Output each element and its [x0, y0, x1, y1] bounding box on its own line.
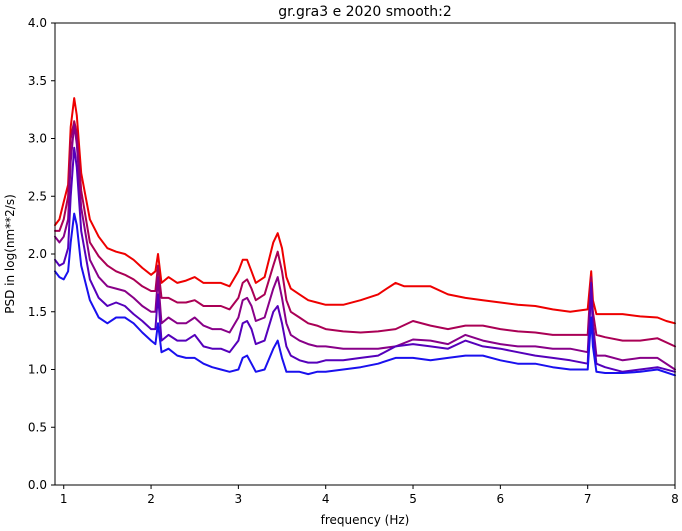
y-tick-label: 1.0 — [28, 363, 47, 377]
y-axis: 0.0 0.5 1.0 1.5 2.0 2.5 3.0 3.5 4.0 — [28, 16, 55, 492]
x-axis: 1 2 3 4 5 6 7 8 — [60, 485, 679, 506]
y-tick-label: 2.0 — [28, 247, 47, 261]
series-line-2 — [54, 120, 676, 348]
x-tick-label: 7 — [584, 492, 592, 506]
x-axis-label: frequency (Hz) — [321, 513, 410, 527]
y-tick-label: 3.0 — [28, 132, 47, 146]
y-tick-label: 4.0 — [28, 16, 47, 30]
y-tick-label: 3.5 — [28, 74, 47, 88]
x-tick-label: 8 — [671, 492, 679, 506]
plot-frame — [54, 22, 676, 486]
x-tick-label: 4 — [322, 492, 330, 506]
x-tick-label: 6 — [497, 492, 505, 506]
x-tick-label: 2 — [147, 492, 155, 506]
x-tick-label: 3 — [235, 492, 243, 506]
chart-title: gr.gra3 e 2020 smooth:2 — [278, 4, 452, 20]
x-tick-label: 5 — [409, 492, 417, 506]
series-line-4 — [54, 146, 676, 373]
y-tick-label: 0.0 — [28, 478, 47, 492]
y-axis-label: PSD in log(nm**2/s) — [3, 194, 17, 314]
y-tick-label: 0.5 — [28, 420, 47, 434]
series-line-5 — [54, 212, 676, 377]
y-tick-label: 1.5 — [28, 305, 47, 319]
x-tick-label: 1 — [60, 492, 68, 506]
y-tick-label: 2.5 — [28, 189, 47, 203]
series-line-3 — [54, 123, 676, 371]
series-line-1 — [54, 97, 676, 325]
plot-lines — [54, 97, 676, 377]
